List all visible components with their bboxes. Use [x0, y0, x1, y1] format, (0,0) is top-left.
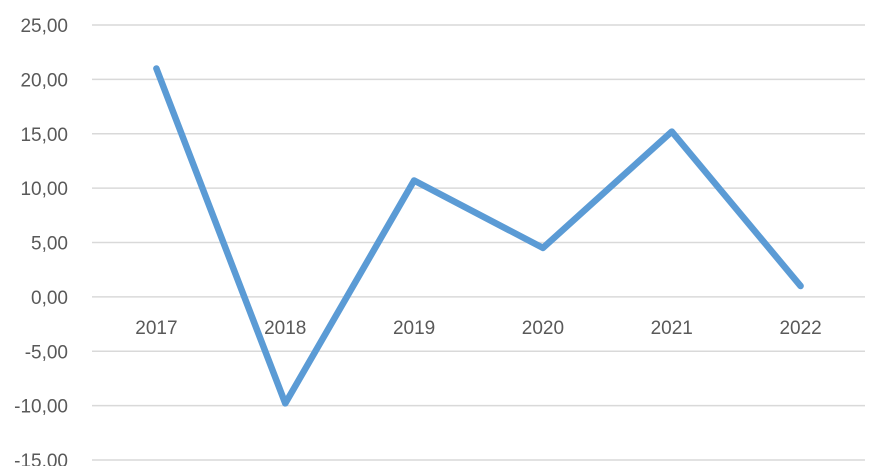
- y-tick-label: 25,00: [20, 16, 68, 37]
- y-tick-label: 5,00: [31, 234, 68, 255]
- x-tick-label: 2022: [779, 318, 821, 339]
- data-point: [539, 244, 546, 251]
- y-tick-label: -15,00: [14, 451, 68, 466]
- x-tick-label: 2021: [651, 318, 693, 339]
- data-point: [282, 400, 289, 407]
- y-tick-label: 15,00: [20, 125, 68, 146]
- x-tick-label: 2017: [135, 318, 177, 339]
- x-tick-label: 2019: [393, 318, 435, 339]
- data-point: [153, 65, 160, 72]
- data-point: [668, 128, 675, 135]
- y-tick-label: -10,00: [14, 397, 68, 418]
- y-tick-label: -5,00: [25, 342, 68, 363]
- gridlines: [92, 24, 865, 461]
- data-point: [411, 177, 418, 184]
- data-point: [797, 283, 804, 289]
- y-tick-label: 20,00: [20, 70, 68, 91]
- x-axis-ticks: 2017 2018 2019 2020 2021 2022: [135, 318, 821, 339]
- x-tick-label: 2018: [264, 318, 306, 339]
- y-tick-label: 0,00: [31, 288, 68, 309]
- y-axis-ticks: 25,00 20,00 15,00 10,00 5,00 0,00 -5,00 -10,00 -…: [14, 16, 68, 466]
- series-line-0: [153, 65, 804, 407]
- series-layer: [153, 65, 804, 407]
- y-tick-label: 10,00: [20, 179, 68, 200]
- x-tick-label: 2020: [522, 318, 564, 339]
